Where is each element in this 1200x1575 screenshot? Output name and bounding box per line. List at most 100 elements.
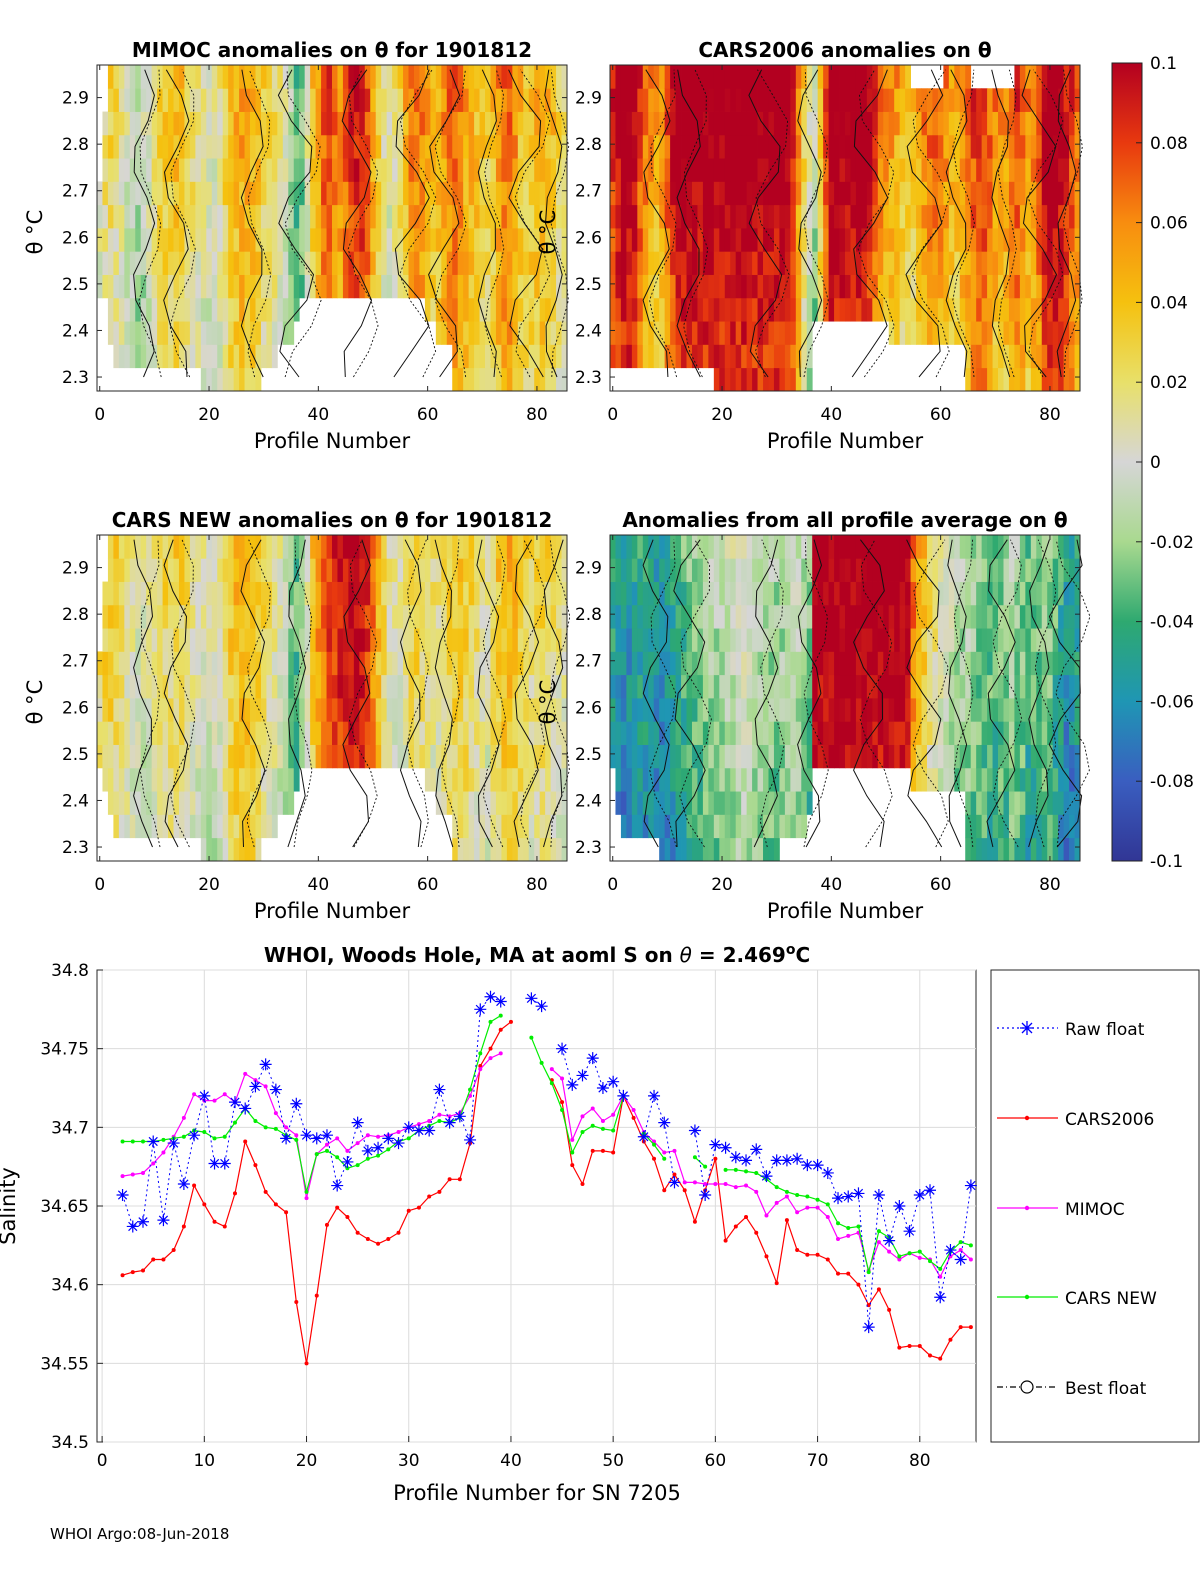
heatmap-cell — [321, 251, 327, 275]
heatmap-cell — [299, 111, 306, 136]
heatmap-cell — [146, 558, 153, 582]
heatmap-cell — [113, 228, 120, 252]
heatmap-cell — [899, 651, 906, 676]
heatmap-cell — [408, 744, 415, 769]
heatmap-cell — [839, 535, 846, 559]
heatmap-cell — [151, 791, 158, 815]
heatmap-cell — [392, 111, 398, 136]
heatmap-cell — [375, 274, 382, 299]
heatmap-cell — [937, 297, 944, 322]
heatmap-cell — [135, 535, 142, 559]
heatmap-cell — [545, 111, 552, 136]
heatmap-cell — [686, 674, 693, 699]
heatmap-cell — [1041, 558, 1048, 582]
heatmap-cell — [615, 604, 622, 629]
heatmap-cell — [463, 158, 470, 182]
heatmap-cell — [250, 204, 256, 229]
heatmap-cell — [255, 744, 262, 769]
heatmap-cell — [359, 158, 366, 182]
heatmap-cell — [948, 674, 955, 699]
heatmap-cell — [894, 65, 901, 89]
heatmap-cell — [681, 344, 687, 369]
heatmap-cell — [129, 558, 136, 582]
heatmap-cell — [741, 65, 748, 89]
heatmap-cell — [741, 698, 748, 722]
heatmap-cell — [1074, 791, 1081, 815]
heatmap-cell — [479, 344, 486, 369]
heatmap-cell — [1058, 297, 1065, 322]
heatmap-cell — [779, 767, 786, 792]
data-point — [130, 1270, 135, 1275]
heatmap-cell — [310, 134, 317, 159]
heatmap-cell — [348, 181, 355, 206]
heatmap-cell — [675, 721, 682, 745]
heatmap-cell — [741, 321, 748, 345]
heatmap-cell — [795, 367, 802, 392]
heatmap-cell — [528, 814, 535, 839]
heatmap-cell — [168, 181, 174, 206]
heatmap-cell — [217, 158, 224, 182]
heatmap-cell — [932, 134, 939, 159]
heatmap-cell — [883, 274, 890, 299]
heatmap-cell — [506, 721, 513, 745]
contour-line-dotted — [406, 539, 429, 848]
heatmap-cell — [866, 297, 873, 322]
heatmap-cell — [681, 88, 687, 112]
heatmap-cell — [146, 535, 153, 559]
heatmap-cell — [1052, 837, 1059, 862]
heatmap-cell — [899, 744, 906, 769]
heatmap-cell — [419, 65, 426, 89]
heatmap-cell — [866, 721, 873, 745]
heatmap-cell — [195, 604, 202, 629]
heatmap-cell — [845, 651, 851, 676]
heatmap-cell — [479, 744, 486, 769]
heatmap-cell — [184, 535, 191, 559]
data-point — [570, 1137, 575, 1142]
heatmap-cell — [631, 274, 638, 299]
heatmap-cell — [1008, 344, 1015, 369]
data-point — [784, 1189, 789, 1194]
data-point — [570, 1163, 575, 1168]
heatmap-cell — [545, 228, 552, 252]
heatmap-cell — [1063, 581, 1070, 606]
heatmap-cell — [332, 65, 338, 89]
heatmap-cell — [883, 228, 890, 252]
heatmap-cell — [534, 204, 541, 229]
heatmap-cell — [446, 581, 453, 606]
heatmap-cell — [534, 228, 541, 252]
heatmap-cell — [702, 297, 709, 322]
heatmap-cell — [812, 65, 819, 89]
heatmap-cell — [184, 791, 191, 815]
heatmap-cell — [326, 158, 333, 182]
heatmap-cell — [375, 535, 382, 559]
heatmap-cell — [1058, 88, 1065, 112]
heatmap-cell — [812, 181, 819, 206]
heatmap-cell — [877, 651, 884, 676]
heatmap-cell — [637, 297, 644, 322]
heatmap-cell — [828, 535, 835, 559]
data-point — [488, 1019, 493, 1024]
heatmap-cell — [310, 581, 317, 606]
heatmap-cell — [664, 134, 671, 159]
data-point — [801, 1159, 814, 1172]
x-axis-label: Profile Number — [254, 429, 411, 453]
heatmap-cell — [1074, 65, 1081, 89]
data-point — [437, 1189, 442, 1194]
heatmap-cell — [255, 228, 262, 252]
heatmap-cell — [806, 297, 813, 322]
heatmap-cell — [675, 698, 682, 722]
contour-line-dotted — [912, 539, 949, 848]
heatmap-cell — [730, 274, 737, 299]
heatmap-cell — [708, 837, 715, 862]
heatmap-cell — [113, 344, 120, 369]
heatmap-cell — [441, 65, 448, 89]
heatmap-cell — [850, 158, 857, 182]
heatmap-cell — [512, 604, 519, 629]
heatmap-cell — [894, 158, 901, 182]
heatmap-cell — [539, 204, 546, 229]
heatmap-cell — [790, 628, 797, 652]
heatmap-cell — [670, 651, 676, 676]
heatmap-cell — [342, 88, 349, 112]
heatmap-cell — [965, 367, 972, 392]
heatmap-cell — [888, 581, 895, 606]
